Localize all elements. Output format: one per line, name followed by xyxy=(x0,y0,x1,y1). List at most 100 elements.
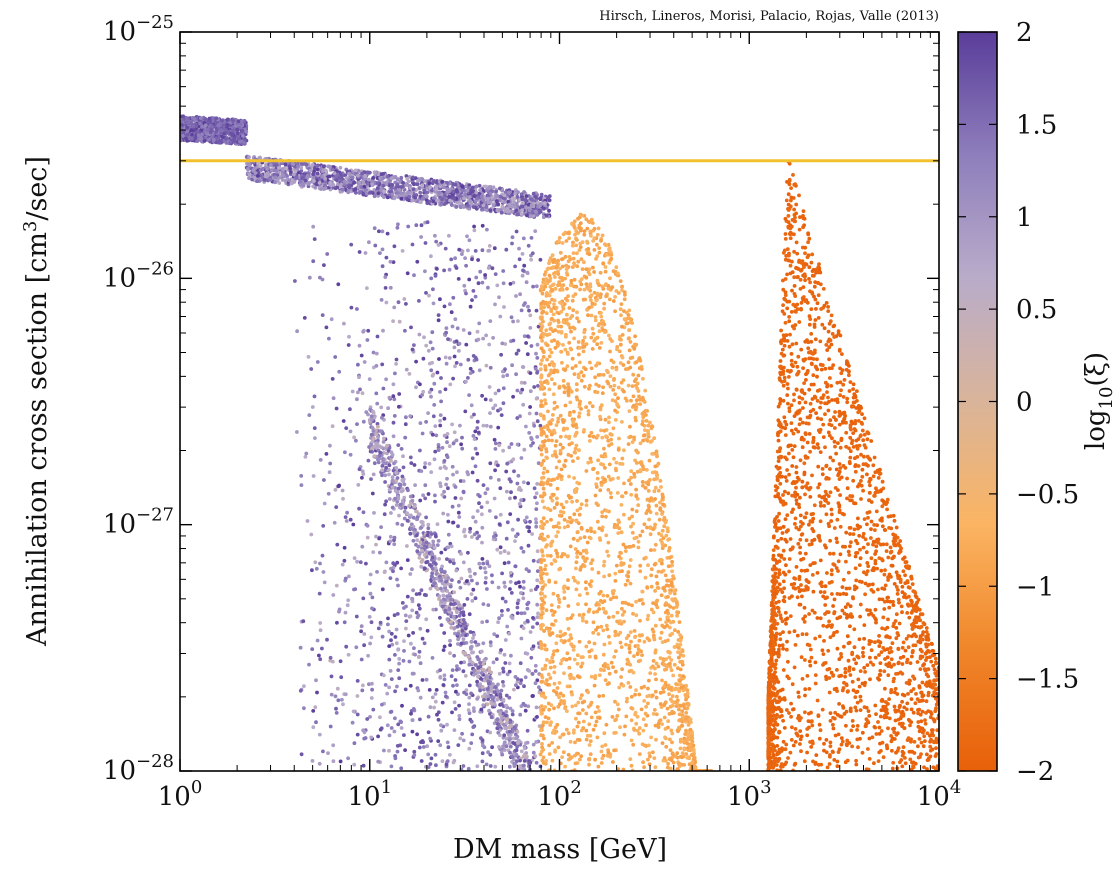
data-point xyxy=(389,764,394,769)
data-point xyxy=(352,741,357,746)
data-point xyxy=(428,736,433,741)
data-point xyxy=(318,621,323,625)
data-point xyxy=(509,315,514,320)
data-point xyxy=(489,715,494,720)
data-point xyxy=(490,745,494,750)
data-point xyxy=(418,498,423,503)
data-point xyxy=(389,709,394,714)
data-point xyxy=(367,377,372,381)
data-point xyxy=(492,496,497,501)
data-point xyxy=(499,413,504,417)
data-point xyxy=(516,473,521,478)
data-point xyxy=(386,622,390,627)
data-point xyxy=(415,549,420,554)
data-point xyxy=(346,756,350,761)
data-point xyxy=(654,574,659,579)
data-point xyxy=(284,166,288,171)
data-point xyxy=(441,648,446,652)
data-point xyxy=(478,660,482,665)
data-point xyxy=(409,641,413,646)
data-point xyxy=(514,372,518,377)
data-point xyxy=(378,251,382,256)
data-point xyxy=(400,249,405,253)
data-point xyxy=(475,509,480,513)
data-point xyxy=(289,181,294,186)
data-point xyxy=(507,741,512,746)
data-point xyxy=(399,489,404,494)
data-point xyxy=(405,518,410,523)
data-point xyxy=(458,736,463,741)
data-point xyxy=(628,558,633,562)
data-point xyxy=(371,550,376,554)
data-point xyxy=(448,198,452,203)
data-point xyxy=(371,707,376,712)
data-point xyxy=(312,179,316,183)
data-point xyxy=(448,382,453,387)
data-point xyxy=(592,641,597,646)
data-point xyxy=(307,275,312,280)
data-point xyxy=(472,673,476,677)
data-point xyxy=(626,574,631,579)
data-point xyxy=(456,642,460,646)
data-point xyxy=(380,247,385,252)
data-point xyxy=(608,374,613,378)
data-point xyxy=(526,790,530,794)
data-point xyxy=(521,549,526,554)
data-point xyxy=(519,308,524,313)
data-point xyxy=(381,458,385,463)
data-point xyxy=(526,481,530,486)
data-point xyxy=(405,594,410,599)
data-point xyxy=(446,512,450,517)
data-point xyxy=(554,465,559,470)
data-point xyxy=(445,594,450,599)
data-point xyxy=(309,367,314,371)
data-point xyxy=(495,697,500,702)
data-point xyxy=(454,205,459,209)
data-point xyxy=(664,744,669,749)
data-point xyxy=(318,628,323,633)
data-point xyxy=(493,272,498,276)
data-point xyxy=(501,369,505,374)
data-point xyxy=(575,310,579,315)
data-point xyxy=(592,530,597,534)
data-point xyxy=(576,700,581,705)
data-point xyxy=(440,197,444,202)
data-point xyxy=(387,685,391,690)
data-point xyxy=(468,304,473,309)
data-point xyxy=(209,127,214,132)
data-point xyxy=(498,545,503,550)
data-point xyxy=(522,763,526,768)
data-point xyxy=(383,286,388,290)
data-point xyxy=(418,626,423,631)
data-point xyxy=(418,190,423,195)
data-point xyxy=(436,739,441,743)
data-point xyxy=(463,409,468,414)
data-point xyxy=(497,522,502,527)
data-point xyxy=(382,436,386,441)
data-point xyxy=(463,192,468,197)
data-point xyxy=(185,132,190,137)
data-point xyxy=(483,580,488,585)
data-point xyxy=(588,282,593,287)
data-point xyxy=(396,486,401,491)
data-point xyxy=(314,678,318,683)
data-point xyxy=(357,375,361,380)
data-point xyxy=(650,693,655,698)
data-point xyxy=(469,403,474,408)
data-point xyxy=(564,500,569,504)
data-point xyxy=(508,750,512,755)
data-point xyxy=(430,656,435,660)
data-point xyxy=(513,539,517,543)
data-point xyxy=(225,117,230,122)
data-point xyxy=(299,752,304,757)
data-point xyxy=(571,256,576,261)
data-point xyxy=(464,342,469,347)
data-point xyxy=(527,669,532,673)
data-point xyxy=(423,483,428,488)
data-point xyxy=(445,722,449,727)
data-point xyxy=(355,307,359,311)
data-point xyxy=(444,762,449,767)
data-point xyxy=(468,526,473,531)
data-point xyxy=(344,426,349,430)
data-point xyxy=(489,670,494,675)
